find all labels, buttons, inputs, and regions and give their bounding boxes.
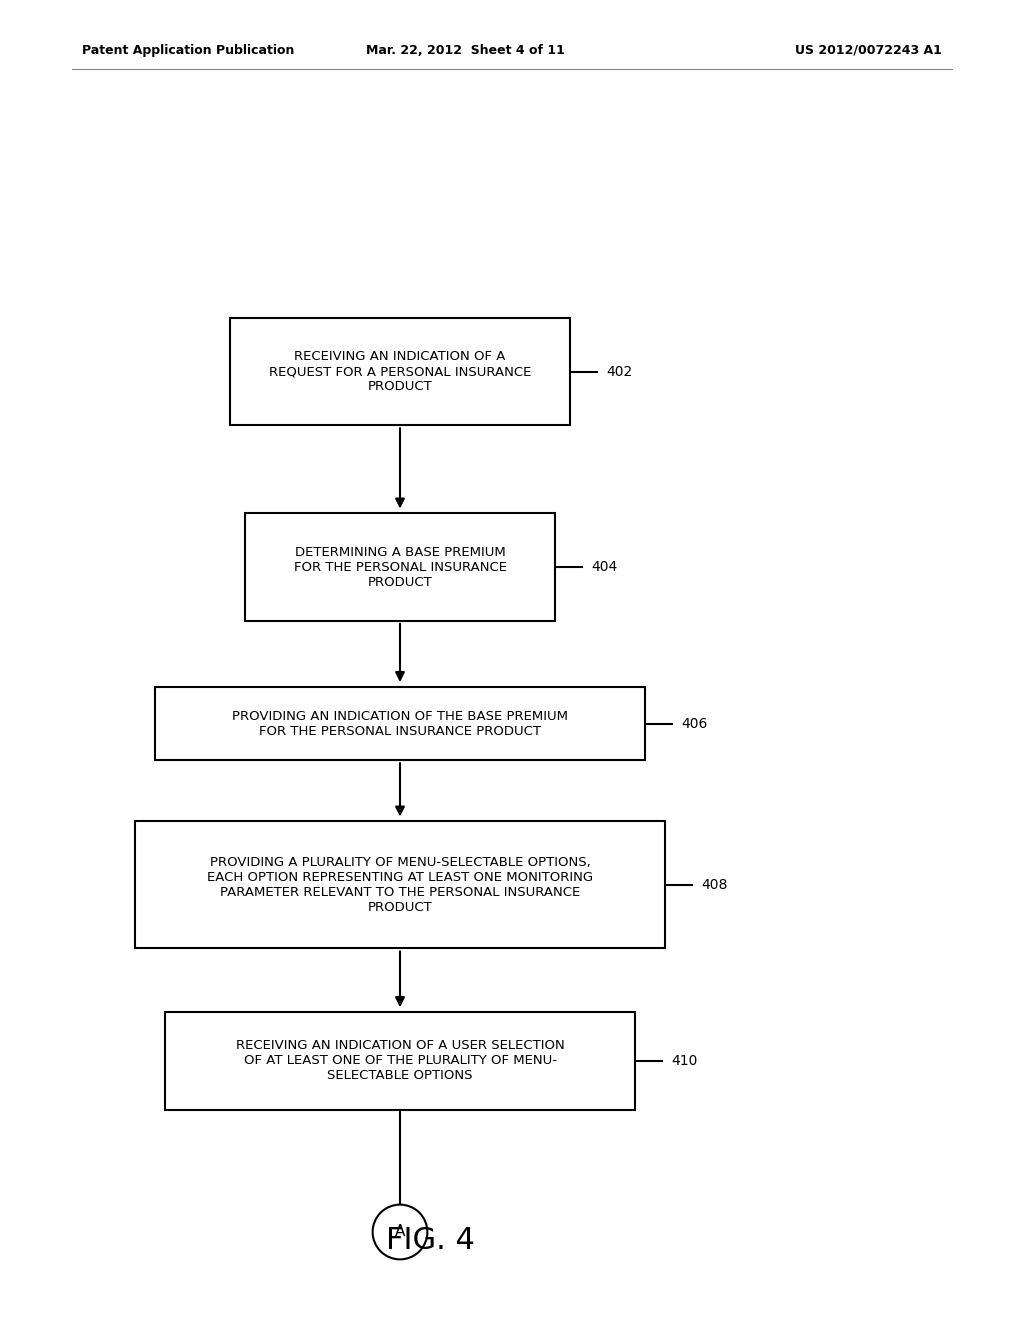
FancyBboxPatch shape — [245, 513, 555, 620]
Text: Mar. 22, 2012  Sheet 4 of 11: Mar. 22, 2012 Sheet 4 of 11 — [367, 44, 565, 57]
Text: RECEIVING AN INDICATION OF A USER SELECTION
OF AT LEAST ONE OF THE PLURALITY OF : RECEIVING AN INDICATION OF A USER SELECT… — [236, 1039, 564, 1082]
Text: 402: 402 — [606, 364, 632, 379]
FancyBboxPatch shape — [155, 686, 645, 760]
FancyBboxPatch shape — [230, 318, 570, 425]
Text: RECEIVING AN INDICATION OF A
REQUEST FOR A PERSONAL INSURANCE
PRODUCT: RECEIVING AN INDICATION OF A REQUEST FOR… — [269, 350, 531, 393]
Text: PROVIDING A PLURALITY OF MENU-SELECTABLE OPTIONS,
EACH OPTION REPRESENTING AT LE: PROVIDING A PLURALITY OF MENU-SELECTABLE… — [207, 855, 593, 913]
Text: 408: 408 — [701, 878, 727, 892]
FancyBboxPatch shape — [135, 821, 665, 949]
FancyBboxPatch shape — [165, 1012, 635, 1110]
Ellipse shape — [373, 1205, 427, 1259]
Text: 406: 406 — [681, 717, 708, 730]
Text: PROVIDING AN INDICATION OF THE BASE PREMIUM
FOR THE PERSONAL INSURANCE PRODUCT: PROVIDING AN INDICATION OF THE BASE PREM… — [232, 710, 568, 738]
Text: FIG. 4: FIG. 4 — [386, 1226, 474, 1255]
Text: US 2012/0072243 A1: US 2012/0072243 A1 — [796, 44, 942, 57]
Text: Patent Application Publication: Patent Application Publication — [82, 44, 294, 57]
Text: DETERMINING A BASE PREMIUM
FOR THE PERSONAL INSURANCE
PRODUCT: DETERMINING A BASE PREMIUM FOR THE PERSO… — [294, 545, 507, 589]
Text: 410: 410 — [671, 1053, 697, 1068]
Text: A: A — [395, 1225, 406, 1239]
Text: 404: 404 — [591, 560, 617, 574]
